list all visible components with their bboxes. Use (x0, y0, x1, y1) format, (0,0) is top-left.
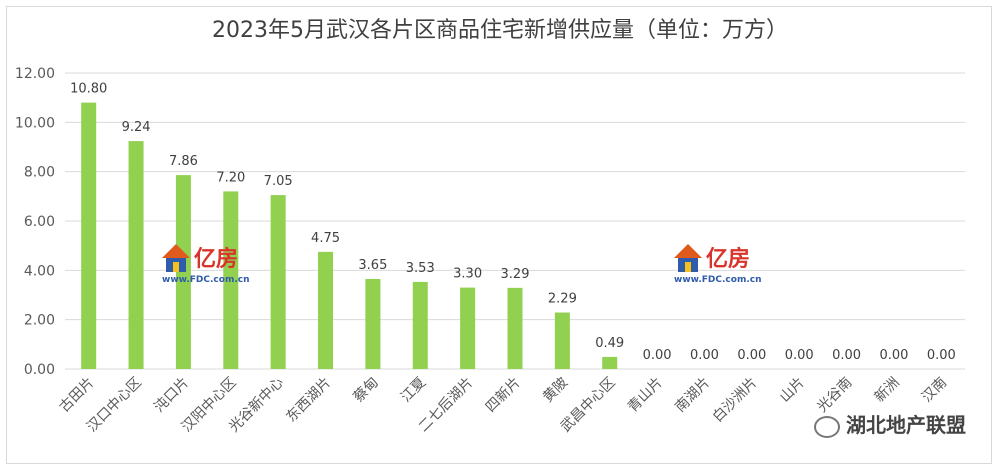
data-label: 7.20 (216, 170, 245, 185)
y-tick-label: 10.00 (15, 115, 55, 131)
y-tick-label: 6.00 (24, 214, 55, 230)
data-label: 0.00 (643, 348, 672, 363)
data-label: 3.30 (453, 267, 482, 282)
y-tick-label: 12.00 (15, 66, 55, 82)
data-label: 4.75 (311, 231, 340, 246)
data-label: 3.29 (501, 267, 530, 282)
bar (128, 141, 144, 369)
x-tick-label: 黄陂 (539, 374, 571, 406)
x-tick-label: 青山片 (625, 375, 666, 416)
footer-brand: 湖北地产联盟 (814, 409, 966, 438)
data-label: 2.29 (548, 292, 577, 307)
x-tick-label: 东西湖片 (283, 375, 334, 426)
chart-title: 2023年5月武汉各片区商品住宅新增供应量（单位：万方） (212, 18, 788, 43)
y-tick-label: 0.00 (24, 362, 55, 378)
x-tick-label: 江夏 (398, 375, 429, 406)
bar (460, 287, 476, 369)
bar (365, 278, 381, 369)
data-label: 0.00 (927, 348, 956, 363)
house-logo-icon: 亿房 www.FDC.com.cn (674, 244, 762, 284)
x-tick-label: 蔡甸 (351, 375, 382, 406)
x-tick-label: 古田片 (57, 375, 98, 416)
data-label: 0.00 (832, 348, 861, 363)
watermark-brand: 亿房 (194, 246, 238, 272)
x-tick-label: 山片 (777, 375, 808, 406)
footer-brand-text: 湖北地产联盟 (846, 413, 966, 437)
x-tick-label: 四新片 (483, 375, 524, 416)
chart-frame (6, 6, 992, 464)
y-tick-label: 8.00 (24, 165, 55, 181)
data-label: 3.53 (406, 261, 435, 276)
data-label: 0.00 (690, 348, 719, 363)
bar (412, 281, 428, 369)
bar (554, 312, 570, 369)
watermark-url: www.FDC.com.cn (674, 275, 762, 284)
watermark-url: www.FDC.com.cn (162, 275, 250, 284)
bar (318, 251, 334, 369)
data-label: 7.86 (169, 154, 198, 169)
data-label: 0.00 (785, 348, 814, 363)
x-tick-label: 白沙洲片 (710, 375, 761, 426)
bar (507, 287, 523, 369)
bar (175, 175, 191, 369)
data-label: 7.05 (264, 174, 293, 189)
x-tick-label: 新洲 (872, 375, 903, 406)
x-tick-label: 沌口片 (151, 375, 192, 416)
data-label: 9.24 (122, 120, 151, 135)
y-tick-label: 2.00 (24, 313, 55, 329)
data-label: 10.80 (70, 82, 107, 97)
bar (270, 195, 286, 369)
data-label: 3.65 (358, 258, 387, 273)
data-label: 0.00 (737, 348, 766, 363)
bar (81, 102, 97, 369)
watermark-brand: 亿房 (706, 246, 750, 272)
bar (602, 356, 618, 369)
data-label: 0.49 (595, 336, 624, 351)
house-logo-icon: 亿房 www.FDC.com.cn (162, 244, 250, 284)
wechat-icon (814, 415, 840, 438)
y-tick-label: 4.00 (24, 263, 55, 279)
bar (223, 191, 239, 369)
data-label: 0.00 (879, 348, 908, 363)
x-tick-label: 南湖片 (672, 375, 713, 416)
x-tick-label: 汉南 (919, 375, 950, 406)
